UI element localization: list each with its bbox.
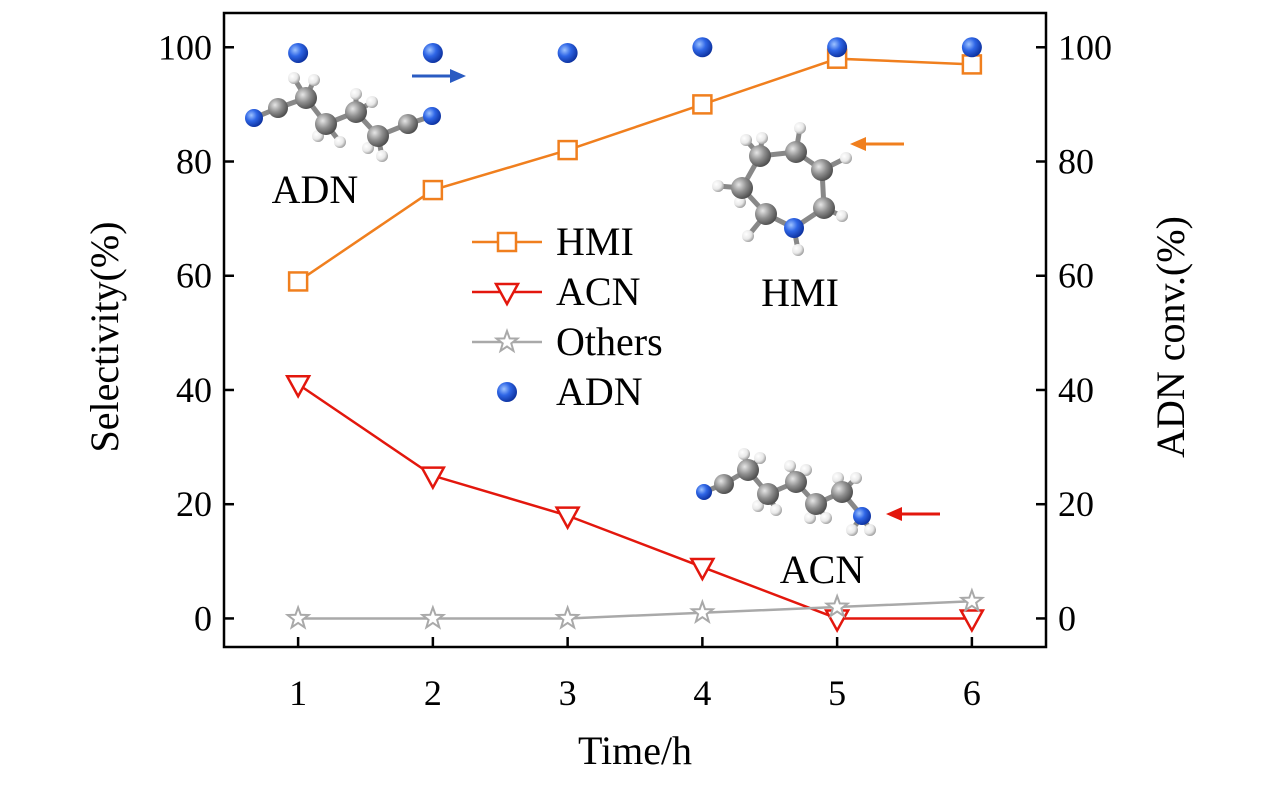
x-tick-label: 3: [559, 673, 577, 713]
data-point: [284, 604, 312, 630]
data-point: [285, 375, 312, 399]
hmi-molecule-label: HMI: [761, 270, 839, 315]
series-acn: [285, 375, 985, 634]
y-axis-left-label: Selectivity(%): [82, 221, 127, 452]
data-point: [958, 609, 985, 634]
series-adn: [288, 37, 982, 63]
y-tick-left-label: 100: [158, 27, 212, 67]
series-line: [297, 57, 972, 283]
y-tick-right-label: 80: [1058, 142, 1094, 182]
data-point: [557, 42, 578, 63]
legend-marker: [493, 328, 521, 354]
legend-item: Others: [472, 319, 663, 364]
adn-molecule-icon: [245, 72, 441, 162]
adn-molecule-label: ADN: [272, 167, 359, 212]
y-tick-left-label: 20: [176, 484, 212, 524]
data-point: [958, 587, 986, 613]
legend-label: Others: [556, 319, 663, 364]
x-axis-label: Time/h: [578, 728, 692, 773]
data-point: [422, 179, 444, 201]
data-point: [827, 37, 848, 58]
data-point: [419, 466, 446, 491]
x-tick-label: 5: [828, 673, 846, 713]
series-layer: [284, 37, 986, 634]
data-point: [689, 557, 716, 582]
data-point: [961, 54, 983, 75]
data-point: [288, 42, 309, 63]
legend-label: HMI: [556, 219, 634, 264]
acn-molecule-icon: [696, 448, 876, 536]
x-tick-label: 4: [693, 673, 711, 713]
plot-frame: [222, 11, 1048, 649]
y-tick-right-label: 100: [1058, 27, 1112, 67]
y-tick-left-label: 40: [176, 370, 212, 410]
y-tick-right-label: 0: [1058, 598, 1076, 638]
series-others: [284, 587, 986, 630]
legend-item: ACN: [472, 269, 640, 314]
y-tick-right-label: 60: [1058, 256, 1094, 296]
data-point: [689, 598, 716, 625]
arrow-left-icon: [850, 137, 904, 151]
arrow-left-icon: [886, 507, 940, 521]
legend-label: ADN: [556, 369, 643, 414]
data-point: [557, 139, 578, 161]
arrow-right-icon: [412, 69, 466, 83]
data-point: [692, 94, 713, 115]
data-point: [961, 37, 982, 58]
data-point: [422, 42, 443, 63]
data-point: [554, 604, 581, 630]
y-axis-right: 0 20 40 60 80 100: [1036, 27, 1112, 638]
acn-molecule-label: ACN: [780, 547, 864, 592]
x-tick-label: 2: [424, 673, 442, 713]
series-line: [297, 383, 972, 620]
legend-item: HMI: [472, 219, 634, 264]
series-line: [298, 600, 972, 620]
legend-marker: [496, 231, 518, 253]
x-axis: 1 2 3 4 5 6: [289, 637, 981, 713]
y-axis-left: 0 20 40 60 80 100: [158, 27, 234, 638]
data-point: [419, 604, 447, 630]
y-tick-right-label: 40: [1058, 370, 1094, 410]
y-axis-right-label: ADN conv.(%): [1148, 216, 1193, 458]
x-tick-label: 1: [289, 673, 307, 713]
y-tick-left-label: 0: [194, 598, 212, 638]
data-point: [824, 609, 851, 634]
legend-item: ADN: [497, 369, 643, 414]
data-point: [287, 271, 309, 292]
y-tick-right-label: 20: [1058, 484, 1094, 524]
legend-label: ACN: [556, 269, 640, 314]
legend: HMI ACN Others ADN: [472, 219, 663, 414]
data-point: [692, 37, 713, 58]
hmi-molecule-icon: [712, 122, 852, 256]
series-hmi: [287, 48, 983, 292]
legend-marker: [493, 282, 521, 307]
y-tick-left-label: 60: [176, 256, 212, 296]
data-point: [823, 593, 851, 619]
x-tick-label: 6: [963, 673, 981, 713]
legend-marker: [497, 382, 517, 402]
y-tick-left-label: 80: [176, 142, 212, 182]
data-point: [554, 506, 581, 531]
